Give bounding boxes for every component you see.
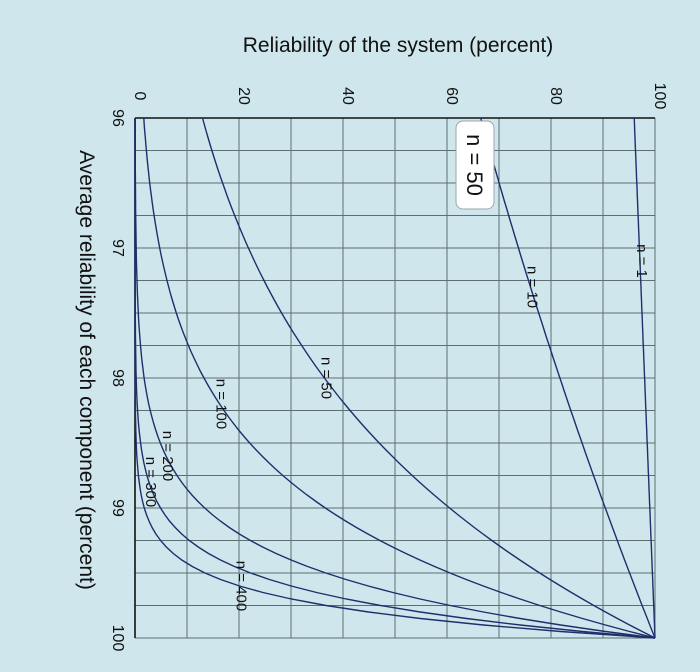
series-label: n = 50 [317,357,334,399]
y-tick-label: 20 [235,87,252,105]
series-line [134,118,656,639]
x-axis-title: Average reliability of each component (p… [75,150,98,590]
series-line [633,117,656,639]
callout-label: n = 50 [462,134,487,196]
series-label: n = 400 [233,561,250,611]
x-tick-label: 99 [109,499,126,517]
y-axis-title: Reliability of the system (percent) [243,34,553,57]
x-tick-label: 100 [109,625,126,652]
x-tick-label: 96 [109,109,126,127]
series-line [480,117,656,639]
series-line [201,117,656,639]
series-line [143,117,656,639]
y-tick-label: 60 [443,87,460,105]
y-tick-label: 80 [547,87,564,105]
series-label: n = 200 [159,431,176,481]
tick-labels: 0 20 40 60 80 100 96 97 98 99 100 [109,83,668,652]
series-label: n = 10 [524,266,541,308]
series-label: n = 100 [213,379,230,429]
x-tick-label: 98 [109,369,126,387]
y-tick-label: 0 [131,92,148,101]
series-curves [134,117,656,639]
callout-box: n = 50 [455,120,495,210]
series-label: n = 300 [142,457,159,507]
series-label: n = 1 [633,244,650,278]
y-tick-label: 40 [339,87,356,105]
x-tick-label: 97 [109,239,126,257]
y-tick-label: 100 [651,83,668,110]
